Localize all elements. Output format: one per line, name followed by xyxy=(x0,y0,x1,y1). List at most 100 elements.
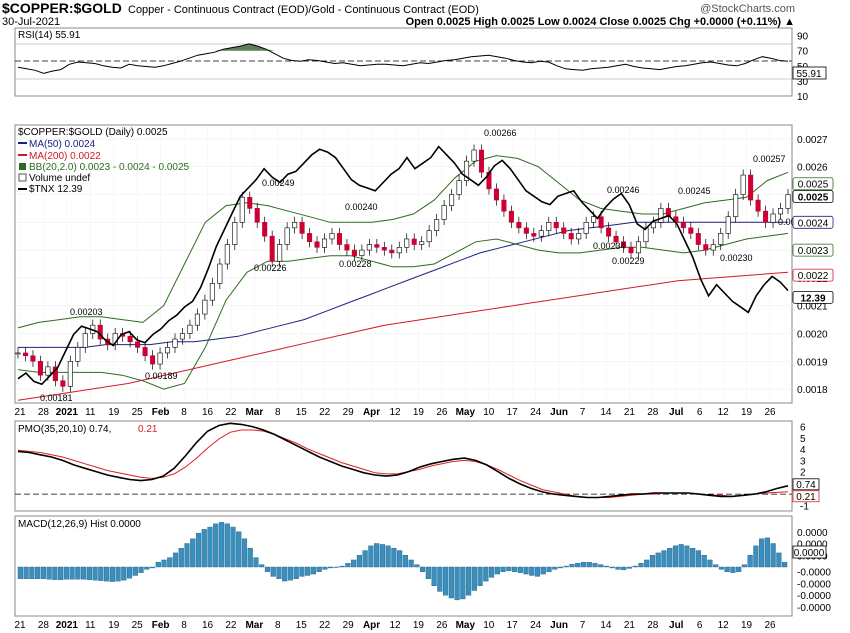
x-tick-label-top: 15 xyxy=(296,407,308,418)
candle-body xyxy=(30,355,36,362)
legend-volume-swatch xyxy=(18,173,27,182)
x-tick-label-top: 28 xyxy=(38,407,50,418)
rsi-line xyxy=(17,43,789,74)
candle-body xyxy=(351,249,357,256)
x-tick-label-bottom: 11 xyxy=(85,620,96,631)
macd-hist-bar xyxy=(575,563,581,568)
candle-body xyxy=(224,244,230,265)
candle-body xyxy=(568,233,574,240)
macd-hist-bar xyxy=(167,557,173,568)
candle-body xyxy=(598,216,604,229)
macd-hist-bar xyxy=(621,566,627,571)
x-tick-label-top: 7 xyxy=(580,407,586,418)
candle-body xyxy=(329,233,335,240)
macd-hist-bar xyxy=(339,565,345,568)
x-tick-label-bottom: 19 xyxy=(741,620,753,631)
price-tag-close: 0.0025 xyxy=(798,193,829,204)
macd-hist-bar xyxy=(443,566,449,596)
macd-hist-bar xyxy=(557,566,564,569)
legend-volume: Volume undef xyxy=(29,173,90,184)
macd-hist-bar xyxy=(598,564,604,568)
price-tag-tnx: 12.39 xyxy=(800,293,825,304)
x-tick-label-top: 19 xyxy=(741,407,753,418)
macd-hist-bar xyxy=(540,566,546,575)
price-tag-box-bb_lower xyxy=(792,243,834,257)
x-tick-label-top: 2021 xyxy=(56,407,79,418)
price-annotation: 0.00245 xyxy=(678,186,711,196)
pmo-panel: PMO(35,20,10) 0.74, 0.21 6543210-1 0.740… xyxy=(14,420,820,512)
candle-body xyxy=(187,324,193,334)
price-panel: 0.00270.00260.00250.00240.00230.00220.00… xyxy=(14,124,834,418)
x-tick-label-bottom: 28 xyxy=(38,620,50,631)
macd-hist-bar xyxy=(603,565,610,568)
x-tick-label-bottom: 24 xyxy=(530,620,542,631)
macd-hist-bar xyxy=(655,552,661,568)
candle-body xyxy=(650,222,656,229)
legend-tnx: $TNX 12.39 xyxy=(29,184,83,195)
candle-body xyxy=(314,241,320,248)
macd-hist-bar xyxy=(626,566,633,569)
macd-hist-bar xyxy=(253,557,259,568)
candle-body xyxy=(135,341,141,348)
x-tick-label-bottom: 19 xyxy=(108,620,120,631)
rsi-label: RSI(14) 55.91 xyxy=(18,30,81,41)
macd-hist-bar xyxy=(126,566,133,579)
price-tag-box-close xyxy=(792,190,834,203)
macd-hist-bar xyxy=(270,566,276,577)
macd-tick-label: 0.0000 xyxy=(797,540,828,551)
macd-hist-bar xyxy=(753,545,759,568)
macd-hist-bar xyxy=(92,566,98,581)
macd-hist-bar xyxy=(718,566,724,570)
macd-panel: MACD(12,26,9) Hist 0.0000 0.00000.00000.… xyxy=(14,515,831,617)
macd-hist-bar xyxy=(138,566,144,573)
macd-hist-bar xyxy=(500,566,506,572)
x-tick-label-bottom: 21 xyxy=(14,620,26,631)
macd-hist-bar xyxy=(305,566,311,576)
x-axis-bottom: 21 28 2021 11 19 25 Feb 8 16 22 Mar 8 15 22 29 Apr 12 19 2… xyxy=(14,620,776,631)
macd-hist-bar xyxy=(615,566,621,570)
candle-body xyxy=(37,360,43,376)
x-tick-label-top: 8 xyxy=(181,407,187,418)
macd-hist-bar xyxy=(649,555,656,568)
candle-body xyxy=(658,208,664,223)
candle-body xyxy=(770,213,776,223)
price-annotation: 0.00234 xyxy=(593,241,626,251)
legend-ma50: MA(50) 0.0024 xyxy=(29,139,96,150)
macd-hist-bar xyxy=(713,564,719,568)
macd-hist-bar xyxy=(736,566,742,572)
macd-hist-bar xyxy=(247,548,253,568)
pmo-signal-tag-box xyxy=(792,490,820,503)
macd-hist-bar xyxy=(638,563,644,568)
macd-hist-bar xyxy=(63,566,69,580)
rsi-tick-label: 10 xyxy=(797,92,809,103)
macd-hist-bar xyxy=(75,566,81,580)
x-tick-label-top: 19 xyxy=(413,407,425,418)
candle-body xyxy=(516,222,522,229)
macd-hist-bar xyxy=(690,548,696,568)
macd-hist-bar xyxy=(759,538,765,568)
macd-hist-bar xyxy=(741,564,747,568)
macd-hist-bar xyxy=(282,566,288,582)
rsi-frame xyxy=(14,27,793,97)
price-tag-bb_upper: 0.0025 xyxy=(798,180,829,191)
macd-hist-bar xyxy=(782,562,788,568)
macd-hist-bar xyxy=(632,565,638,568)
candle-body xyxy=(434,219,440,231)
macd-last-tag: 0.0000 xyxy=(794,548,825,559)
x-tick-label-bottom: 22 xyxy=(319,620,331,631)
pmo-tag-box xyxy=(792,478,820,491)
macd-hist-bar xyxy=(770,543,776,568)
macd-hist-bar xyxy=(529,566,535,576)
macd-hist-bar xyxy=(580,562,587,568)
rsi-tick-label: 30 xyxy=(797,77,809,88)
macd-hist-bar xyxy=(448,566,454,599)
macd-hist-bar xyxy=(397,550,403,568)
candle-body xyxy=(493,188,499,201)
candle-body xyxy=(755,199,761,212)
macd-hist-bar xyxy=(569,563,575,568)
candle-body xyxy=(277,244,283,262)
macd-hist-bar xyxy=(523,566,529,575)
candle-body xyxy=(523,227,529,234)
price-tick-label: 0.0018 xyxy=(797,385,828,396)
x-tick-label-top: 12 xyxy=(718,407,730,418)
